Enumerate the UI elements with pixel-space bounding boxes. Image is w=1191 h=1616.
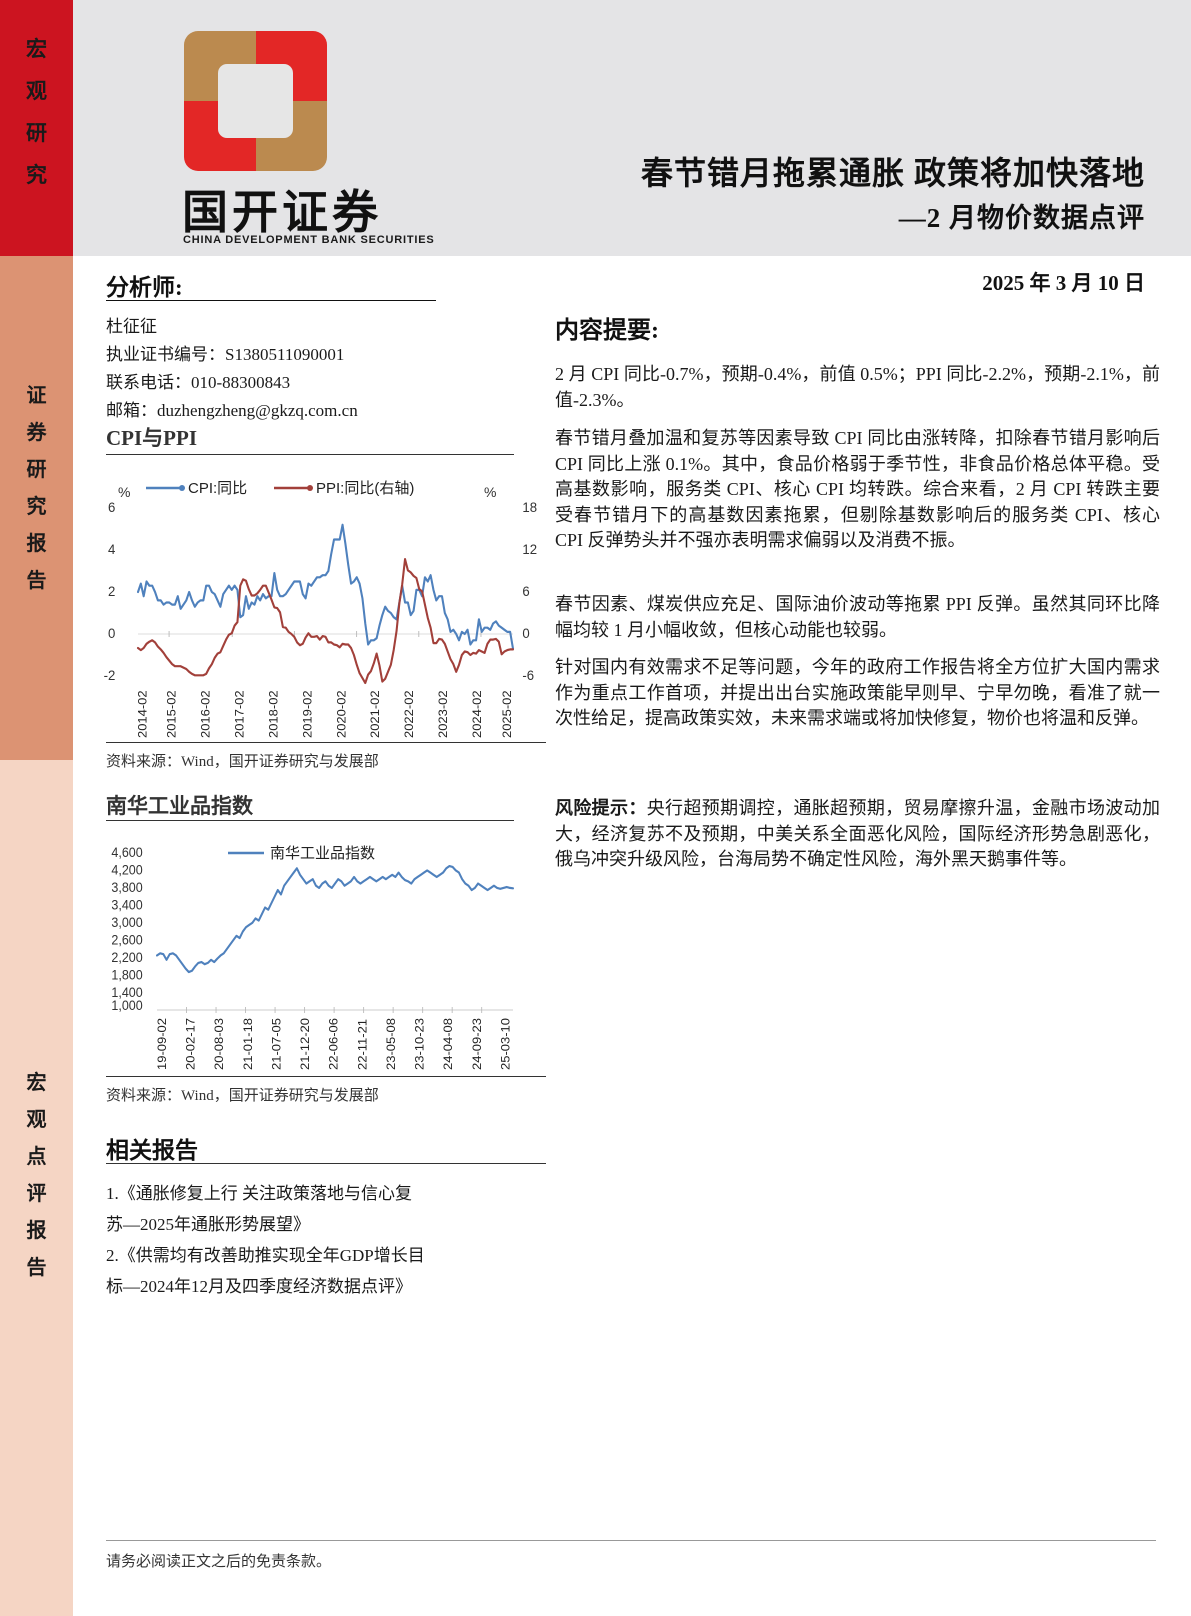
svg-text:20-08-03: 20-08-03 [213,1018,226,1070]
svg-text:6: 6 [522,584,529,599]
svg-text:21-01-18: 21-01-18 [241,1018,254,1070]
svg-text:2015-02: 2015-02 [165,690,179,738]
svg-text:25-03-10: 25-03-10 [499,1018,512,1070]
svg-text:2019-02: 2019-02 [301,690,315,738]
svg-text:21-12-20: 21-12-20 [299,1018,312,1070]
svg-text:18: 18 [522,500,537,515]
svg-text:2021-02: 2021-02 [369,690,383,738]
svg-text:2014-02: 2014-02 [136,690,150,738]
svg-text:3,000: 3,000 [111,914,142,930]
svg-text:2,200: 2,200 [111,949,142,965]
svg-text:PPI:同比(右轴): PPI:同比(右轴) [316,480,414,496]
svg-text:6: 6 [108,500,115,515]
svg-text:21-07-05: 21-07-05 [270,1018,283,1070]
svg-text:2020-02: 2020-02 [335,690,349,738]
svg-text:19-09-02: 19-09-02 [157,1018,169,1070]
svg-text:24-04-08: 24-04-08 [442,1018,455,1070]
svg-text:3,400: 3,400 [111,897,142,913]
svg-text:4,600: 4,600 [111,844,142,860]
svg-text:2: 2 [108,584,115,599]
svg-text:2024-02: 2024-02 [470,690,484,738]
svg-text:2018-02: 2018-02 [267,690,281,738]
svg-text:CPI:同比: CPI:同比 [188,480,247,496]
svg-text:1,800: 1,800 [111,967,142,983]
svg-text:24-09-23: 24-09-23 [470,1018,483,1070]
svg-text:-2: -2 [104,668,116,683]
svg-text:12: 12 [522,542,537,557]
svg-text:20-02-17: 20-02-17 [184,1018,197,1070]
svg-text:2016-02: 2016-02 [199,690,213,738]
svg-text:3,800: 3,800 [111,879,142,895]
svg-text:2023-02: 2023-02 [436,690,450,738]
svg-text:2,600: 2,600 [111,932,142,948]
svg-text:-6: -6 [522,668,534,683]
svg-text:22-11-21: 22-11-21 [356,1019,369,1070]
svg-text:23-10-23: 23-10-23 [413,1018,426,1070]
svg-text:2025-02: 2025-02 [500,690,514,738]
svg-text:23-05-08: 23-05-08 [385,1018,398,1070]
svg-text:22-06-06: 22-06-06 [327,1018,340,1070]
svg-text:1,000: 1,000 [111,997,142,1013]
svg-text:2022-02: 2022-02 [402,690,416,738]
svg-text:2017-02: 2017-02 [233,690,247,738]
svg-text:0: 0 [108,626,116,641]
svg-text:4: 4 [108,542,116,557]
svg-text:4,200: 4,200 [111,862,142,878]
svg-text:0: 0 [522,626,530,641]
